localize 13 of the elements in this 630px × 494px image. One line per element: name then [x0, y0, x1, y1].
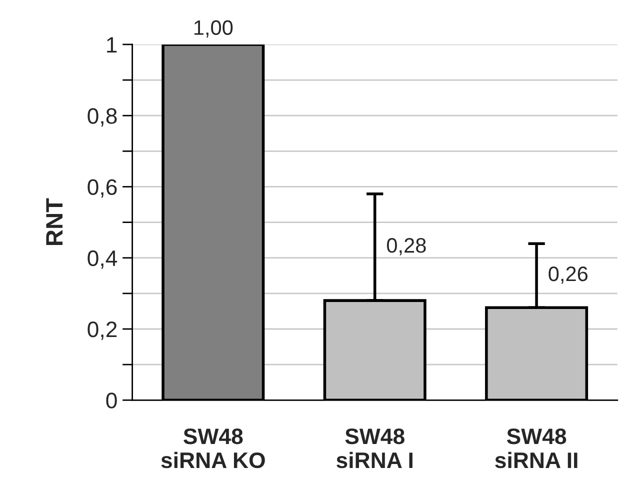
y-tick-label: 0: [106, 392, 117, 408]
y-tick-label: 0,6: [88, 179, 117, 198]
data-label: 0,28: [386, 238, 426, 256]
x-tick-label: SW48 siRNA II: [495, 428, 578, 468]
y-tick-label: 0,8: [88, 108, 117, 126]
y-tick-label: 0,4: [88, 250, 118, 269]
y-tick-label: 0,2: [88, 322, 117, 340]
data-label: 1,00: [194, 20, 233, 38]
data-label: 0,26: [548, 266, 588, 284]
y-tick-label: 1: [107, 37, 117, 53]
x-tick-label: SW48 siRNA KO: [161, 428, 265, 468]
y-axis-title: RNT: [46, 198, 62, 245]
x-tick-label: SW48 siRNA I: [336, 428, 412, 468]
